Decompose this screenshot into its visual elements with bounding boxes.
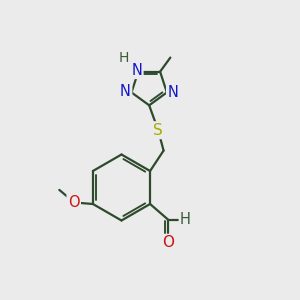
Text: N: N	[120, 84, 131, 99]
Text: H: H	[180, 212, 191, 227]
Text: H: H	[119, 51, 129, 65]
Text: N: N	[167, 85, 178, 100]
Text: S: S	[153, 123, 163, 138]
Text: N: N	[131, 63, 142, 78]
Text: O: O	[68, 195, 80, 210]
Text: O: O	[162, 235, 174, 250]
